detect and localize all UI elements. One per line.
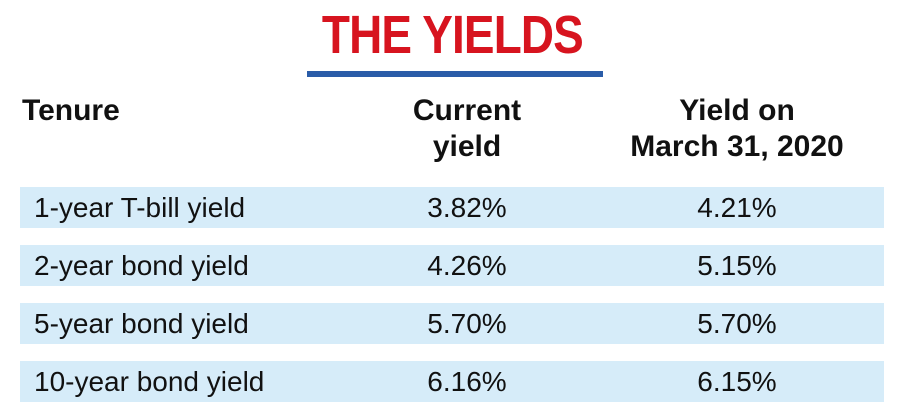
table-cell: 2-year bond yield xyxy=(34,250,249,281)
header-line: Tenure xyxy=(22,94,120,127)
table-cell: 6.16% xyxy=(427,366,507,397)
table-row: 2-year bond yield 4.26% 5.15% xyxy=(20,245,884,286)
title: THE YIELDS xyxy=(321,5,584,65)
table-cell: 4.26% xyxy=(427,250,507,281)
column-header: Yield on March 31, 2020 xyxy=(577,93,897,165)
table-cell: 5-year bond yield xyxy=(34,308,249,339)
table-cell: 5.15% xyxy=(697,250,777,281)
column-header: Tenure xyxy=(22,93,120,129)
table-row: 1-year T-bill yield 3.82% 4.21% xyxy=(20,187,884,228)
header-line: yield xyxy=(432,130,502,163)
table-cell: 5.70% xyxy=(697,308,777,339)
table-cell: 4.21% xyxy=(697,192,777,223)
header-line: March 31, 2020 xyxy=(630,130,844,163)
table-cell: 5.70% xyxy=(427,308,507,339)
table-cell: 3.82% xyxy=(427,192,507,223)
header-line: Yield on xyxy=(679,94,795,127)
table-cell: 6.15% xyxy=(697,366,777,397)
table-row: 10-year bond yield 6.16% 6.15% xyxy=(20,361,884,402)
header-line: Current xyxy=(412,94,522,127)
table-cell: 1-year T-bill yield xyxy=(34,192,246,223)
table-row: 5-year bond yield 5.70% 5.70% xyxy=(20,303,884,344)
table-cell: 10-year bond yield xyxy=(34,366,265,397)
column-header: Current yield xyxy=(307,93,627,165)
title-rule xyxy=(307,71,603,77)
